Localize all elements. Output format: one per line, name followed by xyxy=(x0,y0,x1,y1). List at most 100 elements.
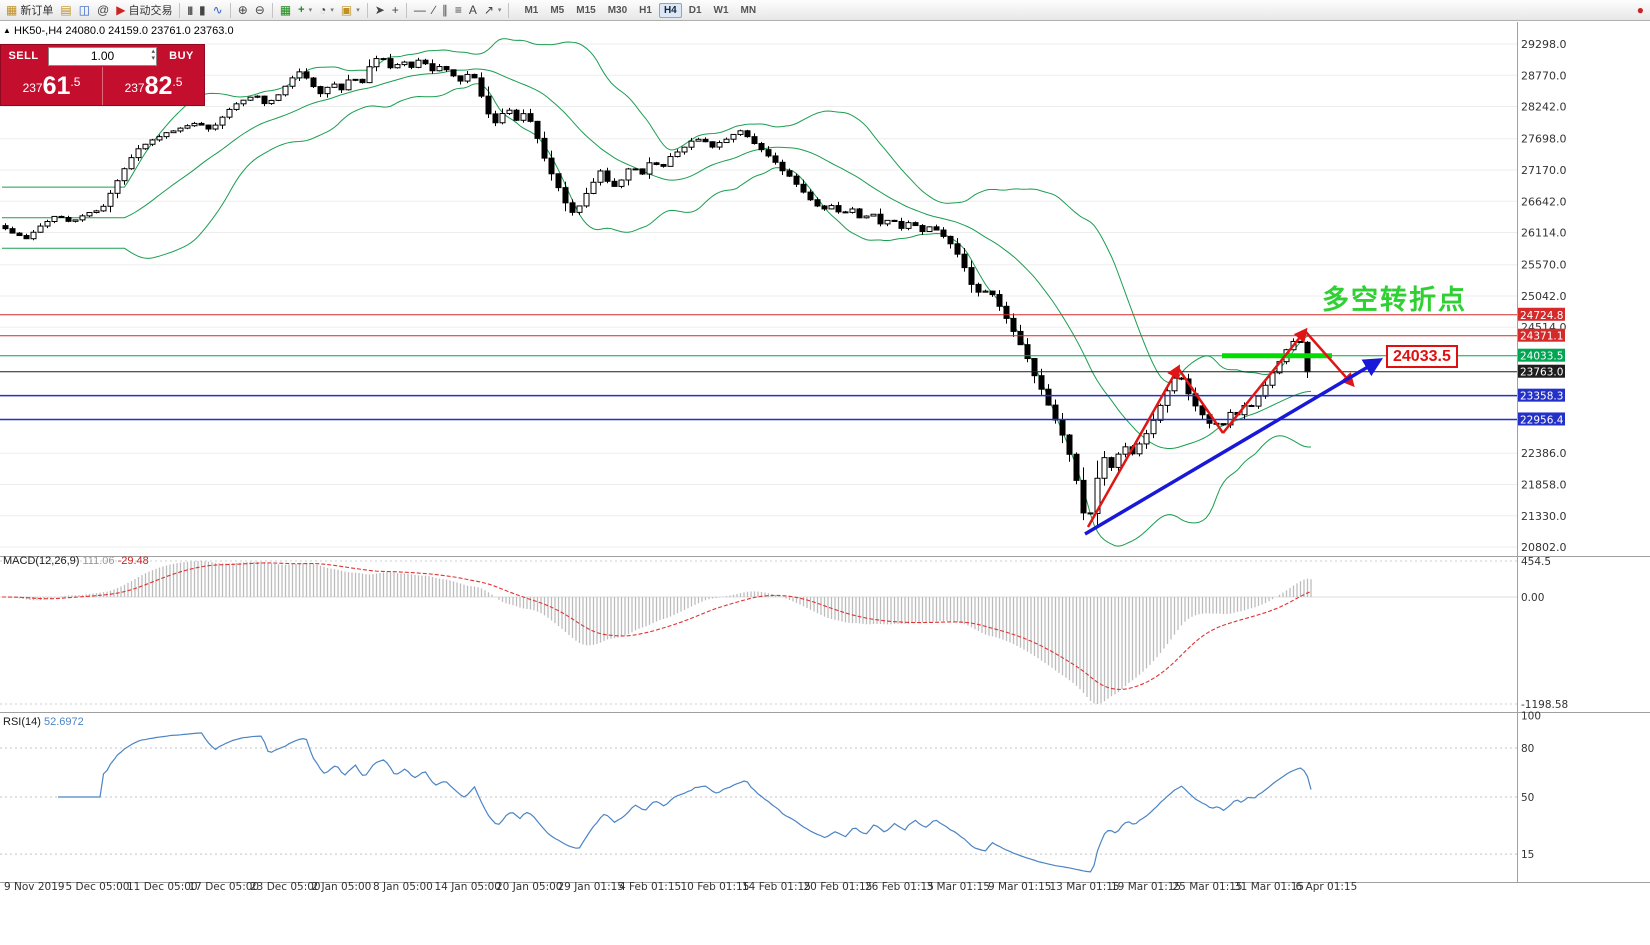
cursor-icon[interactable]: ➤ xyxy=(374,3,385,17)
sell-button[interactable]: 237 61.5 xyxy=(1,67,102,105)
price-callout[interactable]: 24033.5 xyxy=(1386,345,1458,368)
timeframe-d1[interactable]: D1 xyxy=(688,4,702,16)
arrows-tool-icon[interactable]: ↗ ▾ xyxy=(483,3,502,17)
panel-separators xyxy=(0,22,1650,883)
templates-icon[interactable]: ▣ ▾ xyxy=(340,3,360,17)
bar-chart-icon[interactable]: ||| xyxy=(187,5,193,15)
timeframe-mn[interactable]: MN xyxy=(740,4,757,16)
horizontal-level-lines[interactable] xyxy=(0,314,1517,421)
svg-text:50: 50 xyxy=(1521,792,1534,804)
chevron-down-icon: ▾ xyxy=(497,7,502,14)
svg-text:3 Mar 01:15: 3 Mar 01:15 xyxy=(927,881,990,893)
svg-text:100: 100 xyxy=(1521,710,1541,722)
price-axis: 29298.0 28770.0 28242.0 27698.0 27170.0 26642… xyxy=(1518,38,1568,861)
buy-button[interactable]: 237 82.5 xyxy=(103,67,204,105)
volume-input[interactable]: 1.00 ▴ ▾ xyxy=(48,46,157,66)
spinner-down-icon: ▾ xyxy=(151,54,155,62)
trend-arrows[interactable] xyxy=(1084,327,1383,536)
grid-icon[interactable]: ▦ xyxy=(279,3,292,17)
toolbar-separator xyxy=(179,2,181,18)
trendline-icon[interactable]: ∕ xyxy=(432,3,435,17)
indicators-icon[interactable]: + ▾ xyxy=(298,4,313,16)
svg-text:24724.8: 24724.8 xyxy=(1520,310,1563,322)
svg-text:25 Mar 01:15: 25 Mar 01:15 xyxy=(1173,881,1243,893)
svg-text:23358.3: 23358.3 xyxy=(1520,391,1563,403)
svg-text:11 Dec 05:00: 11 Dec 05:00 xyxy=(127,881,198,893)
timeframe-m1[interactable]: M1 xyxy=(524,4,539,16)
svg-text:6 Apr 01:15: 6 Apr 01:15 xyxy=(1296,881,1358,893)
price-grid xyxy=(0,43,1517,548)
svg-text:27170.0: 27170.0 xyxy=(1521,164,1567,177)
one-click-trading-panel: SELL 1.00 ▴ ▾ BUY 237 61.5 237 82.5 xyxy=(0,44,205,106)
macd-name: MACD(12,26,9) xyxy=(3,555,80,567)
svg-text:29 Jan 01:15: 29 Jan 01:15 xyxy=(558,881,624,893)
toolbar-separator xyxy=(229,2,231,18)
channel-icon[interactable]: ∥ xyxy=(441,3,448,17)
timeframe-m30[interactable]: M30 xyxy=(607,4,628,16)
buy-label: BUY xyxy=(169,50,194,62)
svg-text:9 Nov 2019: 9 Nov 2019 xyxy=(4,881,65,893)
svg-text:26114.0: 26114.0 xyxy=(1521,227,1567,240)
svg-text:31 Mar 01:15: 31 Mar 01:15 xyxy=(1234,881,1304,893)
zoom-out-icon[interactable]: ⊖ xyxy=(254,3,265,17)
timeframe-m5[interactable]: M5 xyxy=(550,4,565,16)
svg-text:5 Dec 05:00: 5 Dec 05:00 xyxy=(66,881,130,893)
fibonacci-icon[interactable]: ≡ xyxy=(454,3,462,17)
turning-point-annotation[interactable]: 多空转折点 xyxy=(1322,285,1467,315)
sell-price: 237 61.5 xyxy=(22,71,81,100)
svg-text:-1198.58: -1198.58 xyxy=(1521,699,1568,711)
community-icon[interactable]: @ xyxy=(97,3,110,17)
timeframe-group: M1 M5 M15 M30 H1 H4 D1 W1 MN xyxy=(519,2,761,18)
periods-icon[interactable]: ◔ ▾ xyxy=(319,3,334,17)
svg-text:25570.0: 25570.0 xyxy=(1521,259,1567,272)
horizontal-line-icon[interactable]: — xyxy=(413,3,426,17)
svg-text:26642.0: 26642.0 xyxy=(1521,195,1567,208)
crosshair-icon[interactable]: + xyxy=(391,3,399,17)
svg-text:20802.0: 20802.0 xyxy=(1521,541,1567,554)
timeframe-m15[interactable]: M15 xyxy=(576,4,596,16)
macd-panel xyxy=(0,560,1517,705)
svg-text:29298.0: 29298.0 xyxy=(1521,38,1567,51)
svg-text:4 Feb 01:15: 4 Feb 01:15 xyxy=(619,881,681,893)
zoom-in-icon[interactable]: ⊕ xyxy=(237,3,248,17)
svg-text:28770.0: 28770.0 xyxy=(1521,69,1567,82)
new-order-label: 新订单 xyxy=(20,5,54,17)
volume-spinner[interactable]: ▴ ▾ xyxy=(151,48,155,62)
chevron-down-icon: ▾ xyxy=(308,7,313,14)
chevron-down-icon: ▾ xyxy=(356,7,360,14)
line-chart-icon[interactable]: ∿ xyxy=(212,3,223,17)
volume-value: 1.00 xyxy=(90,49,115,63)
svg-text:20 Feb 01:15: 20 Feb 01:15 xyxy=(804,881,873,893)
timeframe-h4[interactable]: H4 xyxy=(658,2,682,18)
charts-icon[interactable]: ▤ xyxy=(60,3,72,17)
svg-text:14 Jan 05:00: 14 Jan 05:00 xyxy=(435,881,501,893)
svg-text:454.5: 454.5 xyxy=(1521,556,1551,568)
svg-text:26 Feb 01:15: 26 Feb 01:15 xyxy=(865,881,934,893)
svg-text:25042.0: 25042.0 xyxy=(1521,290,1567,303)
candlestick-chart-icon[interactable]: ▮ xyxy=(199,3,206,17)
timeframe-h1[interactable]: H1 xyxy=(639,4,652,16)
svg-text:22956.4: 22956.4 xyxy=(1520,414,1564,426)
macd-indicator-label: MACD(12,26,9) 111.06 -29.48 xyxy=(3,555,149,567)
sell-label: SELL xyxy=(8,50,39,62)
svg-text:27698.0: 27698.0 xyxy=(1521,133,1567,146)
profile-icon[interactable]: ◫ xyxy=(78,3,91,17)
one-click-toggle-icon[interactable]: ▲ xyxy=(3,26,11,35)
price-divider xyxy=(102,67,103,105)
toolbar-separator xyxy=(508,2,510,18)
svg-text:8 Jan 05:00: 8 Jan 05:00 xyxy=(373,881,433,893)
toolbar: ▦ 新订单 ▤ ◫ @ ▶ 自动交易 ||| ▮ ∿ ⊕ ⊖ ▦ + ▾ ◔ ▾ ▣… xyxy=(0,0,1650,21)
timeframe-w1[interactable]: W1 xyxy=(713,4,729,16)
autotrading-button[interactable]: ▶ 自动交易 xyxy=(113,2,175,19)
new-order-button[interactable]: ▦ 新订单 xyxy=(3,2,56,19)
macd-signal-value: -29.48 xyxy=(117,555,149,567)
status-icon[interactable]: ● xyxy=(1636,3,1644,17)
svg-text:19 Mar 01:15: 19 Mar 01:15 xyxy=(1111,881,1181,893)
svg-text:24033.5: 24033.5 xyxy=(1520,351,1563,363)
svg-text:2 Jan 05:00: 2 Jan 05:00 xyxy=(312,881,372,893)
svg-text:23763.0: 23763.0 xyxy=(1520,367,1563,379)
autotrading-label: 自动交易 xyxy=(128,5,173,17)
text-tool-icon[interactable]: A xyxy=(468,3,477,17)
rsi-name: RSI(14) xyxy=(3,716,41,728)
